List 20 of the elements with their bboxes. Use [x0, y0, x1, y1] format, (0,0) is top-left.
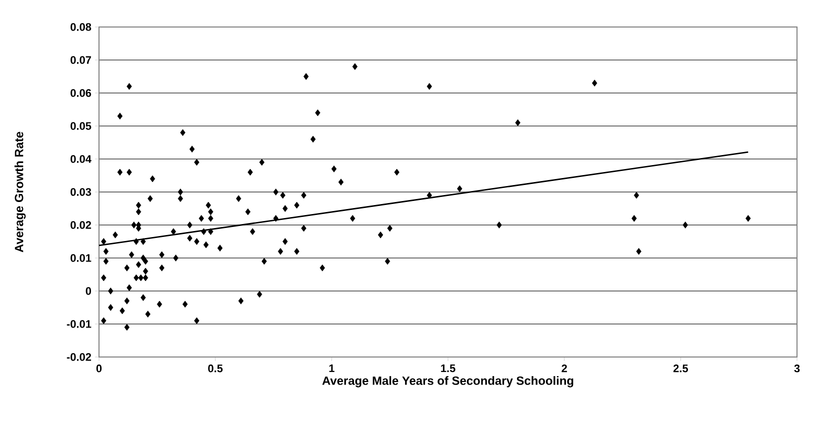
y-tick-label: 0.06 — [70, 89, 92, 97]
y-tick-label: 0 — [86, 287, 92, 295]
y-tick-label: 0.05 — [70, 122, 92, 130]
x-tick-label: 1.5 — [441, 364, 456, 372]
x-axis-title: Average Male Years of Secondary Schooling — [322, 376, 574, 388]
y-tick-label: -0.02 — [66, 353, 92, 361]
y-tick-label: 0.07 — [70, 56, 91, 64]
y-tick-label: 0.04 — [70, 155, 92, 163]
y-tick-label: -0.01 — [66, 320, 92, 328]
x-tick-label: 2 — [562, 364, 567, 372]
y-tick-label: 0.01 — [70, 254, 92, 262]
y-tick-label: 0.03 — [70, 188, 92, 196]
y-tick-label: 0.02 — [70, 221, 92, 229]
x-tick-label: 1 — [329, 364, 334, 372]
x-tick-label: 0.5 — [208, 364, 223, 372]
y-tick-label: 0.08 — [70, 23, 92, 31]
x-tick-label: 2.5 — [673, 364, 688, 372]
x-tick-label: 3 — [794, 364, 800, 372]
y-axis-title: Average Growth Rate — [14, 132, 26, 252]
x-tick-label: 0 — [96, 364, 102, 372]
